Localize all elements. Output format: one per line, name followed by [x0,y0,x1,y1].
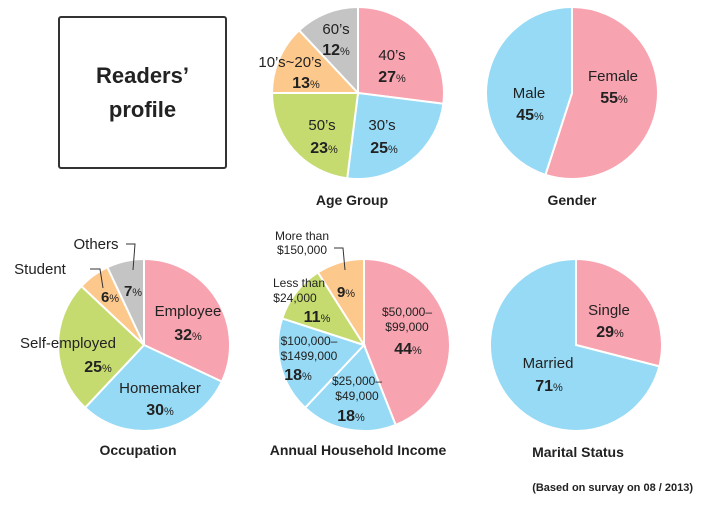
gender-pct-male: 45% [516,107,544,124]
age-pct-40s: 27% [378,69,406,86]
inc-label-100k-1499k-b: $1499,000 [281,349,338,363]
occ-label-others: Others [73,236,118,253]
title-line-1: Readers’ [96,62,189,88]
income-title: Annual Household Income [270,442,447,458]
inc-label-100k-1499k-a: $100,000– [281,334,338,348]
age-group-slice-4 [270,28,361,94]
marital-status-slice-1 [575,257,663,368]
inc-label-less-24k-b: $24,000 [273,291,317,305]
annual-household-income-slice-5 [316,257,365,349]
gender-label-female: Female [588,68,638,85]
inc-label-25k-49k-b: $49,000 [335,389,379,403]
inc-pct-100k-1499k: 18% [284,367,312,384]
gender-title: Gender [547,192,597,208]
inc-label-more-150k-a: More than [275,229,329,243]
age-label-40s: 40’s [378,47,405,64]
occupation-slice-2 [83,343,224,432]
age-label-10s-20s: 10’s~20’s [258,54,321,71]
student-leader-line [90,268,104,289]
occ-pct-employee: 32% [174,327,202,344]
occ-pct-student: 6% [101,289,119,306]
marital-label-married: Married [523,355,574,372]
occ-pct-self-employed: 25% [84,359,112,376]
age-pct-10s-20s: 13% [292,75,320,92]
title-line-2: profile [108,96,177,122]
age-group-slice-1 [357,5,445,105]
occ-pct-homemaker: 30% [146,402,174,419]
gender-slice-1 [544,5,659,180]
inc-label-50k-99k-b: $99,000 [385,320,429,334]
title-box: Readers’ profile [58,16,227,169]
occ-pct-others: 7% [124,283,142,300]
occupation-chart: Employee 32% Homemaker 30% Self-employed… [14,236,232,458]
occ-label-self-employed: Self-employed [20,335,116,352]
age-group-slice-5 [297,5,359,96]
marital-pct-single: 29% [596,324,624,341]
age-group-chart: 40’s 27% 30’s 25% 50’s 23% 10’s~20’s 13%… [258,5,445,208]
annual-household-income-slice-3 [277,317,366,410]
others-leader-line [126,243,136,271]
occ-label-employee: Employee [155,303,222,320]
occupation-slice-3 [57,284,146,410]
footnote: (Based on survay on 08 / 2013) [532,482,693,494]
inc-label-less-24k-a: Less than [273,276,325,290]
gender-label-male: Male [513,85,546,102]
marital-chart: Single 29% Married 71% Marital Status [489,257,663,460]
income-leader-line [334,247,346,271]
inc-pct-more-150k: 9% [337,284,355,301]
occ-label-student: Student [14,261,67,278]
inc-pct-less-24k: 11% [304,309,331,326]
marital-status-slice-2 [489,257,661,432]
age-label-30s: 30’s [368,117,395,134]
annual-household-income-slice-1 [363,257,451,427]
occupation-title: Occupation [99,442,176,458]
age-label-60s: 60’s [322,21,349,38]
marital-label-single: Single [588,302,630,319]
gender-slice-2 [485,5,573,177]
occ-label-homemaker: Homemaker [119,380,201,397]
inc-pct-25k-49k: 18% [337,408,365,425]
occupation-slice-5 [106,257,145,346]
inc-label-50k-99k-a: $50,000– [382,305,432,319]
occupation-slice-1 [143,257,232,383]
income-chart: $50,000– $99,000 44% $25,000– $49,000 18… [270,229,451,458]
age-label-50s: 50’s [308,117,335,134]
inc-label-25k-49k-a: $25,000– [332,374,382,388]
age-pct-30s: 25% [370,140,398,157]
age-group-title: Age Group [316,192,388,208]
marital-title: Marital Status [532,444,624,460]
inc-label-more-150k-b: $150,000 [277,243,327,257]
gender-chart: Female 55% Male 45% Gender [485,5,659,208]
age-pct-50s: 23% [310,140,338,157]
marital-pct-married: 71% [535,378,563,395]
age-group-slice-3 [270,92,360,180]
inc-pct-50k-99k: 44% [394,341,422,358]
age-group-slice-2 [346,91,445,180]
annual-household-income-slice-2 [303,343,397,432]
gender-pct-female: 55% [600,90,628,107]
age-pct-60s: 12% [322,42,350,59]
